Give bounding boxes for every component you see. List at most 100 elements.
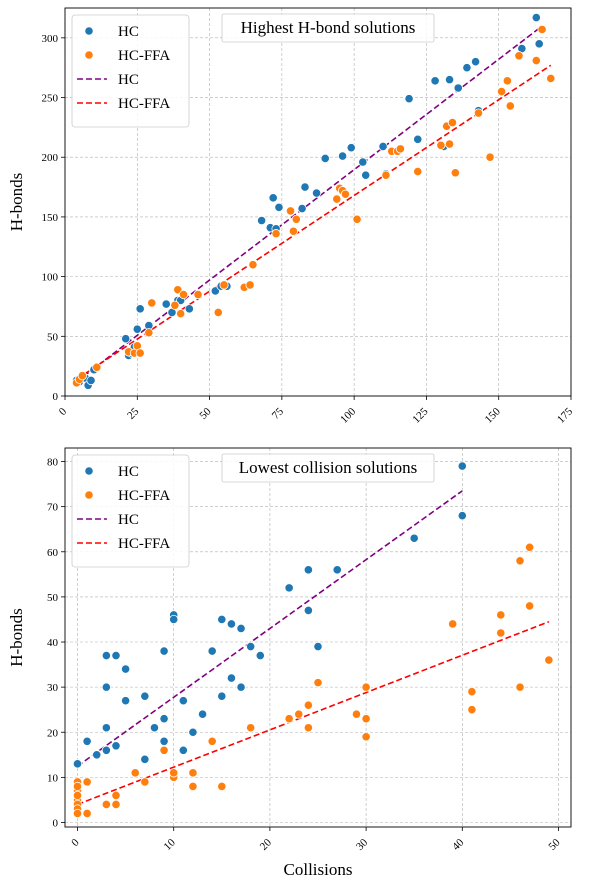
fit-line-hc [77,490,463,767]
data-point [236,682,246,692]
data-point [188,727,198,737]
data-point [303,605,313,616]
data-point [531,12,541,23]
data-point [159,646,169,656]
plot-frame [64,447,572,828]
data-point [226,619,237,629]
data-point [140,691,150,701]
data-point [297,203,307,214]
data-point [409,533,419,543]
data-point [430,76,440,86]
chart-title: Lowest collision solutions [239,458,418,477]
plot-frame [64,7,572,397]
data-point [462,63,472,73]
data-point [313,678,323,688]
data-point [288,226,299,236]
data-point [159,714,169,724]
fit-line-hc-ffa [77,620,550,806]
x-tick-label: 0 [57,405,70,418]
data-point [121,334,131,344]
legend-label: HC-FFA [118,488,170,504]
data-point [467,687,477,697]
y-tick-label: 300 [42,33,59,45]
data-point [101,650,111,661]
data-point [332,565,342,575]
y-tick-label: 50 [47,331,59,343]
data-point [72,759,83,769]
data-point [351,709,362,719]
data-point [457,511,467,521]
data-point [271,229,281,239]
data-point [453,83,463,93]
data-point [248,260,258,270]
data-point [111,650,121,661]
data-point [159,745,169,755]
data-point [140,777,150,787]
data-point [178,289,189,300]
legend-label: HC [118,464,139,480]
data-point [525,542,535,552]
data-point [72,808,83,819]
data-point [381,170,391,180]
data-point [135,348,145,358]
data-point [352,214,362,224]
legend-marker [84,490,94,500]
y-tick-label: 70 [47,502,59,514]
data-point [340,189,351,199]
data-point [101,682,111,692]
data-point [291,214,301,224]
x-tick-label: 20 [258,836,275,853]
data-point [213,307,223,318]
chart-title-box [221,453,435,483]
y-tick-label: 60 [47,547,59,559]
data-point [332,194,342,204]
data-point [121,664,131,674]
chart-title-box [221,13,435,43]
x-tick-label: 40 [450,836,467,853]
data-point [457,461,467,471]
legend-marker [84,50,94,60]
data-point [337,151,348,161]
data-point [413,134,423,144]
data-point [497,86,507,97]
data-point [92,362,102,372]
data-point [132,324,142,334]
data-point [467,705,477,715]
data-point [130,768,140,778]
legend: HC HC-FFA HC HC-FFA [71,14,190,128]
data-point [135,304,145,314]
data-point [169,614,179,625]
data-point [413,166,423,177]
y-axis-label: H-bonds [7,608,26,667]
data-point [140,754,150,764]
data-point [284,583,294,593]
data-point [101,799,111,810]
y-tick-label: 200 [42,152,59,164]
data-point [101,745,111,755]
data-point [450,168,460,178]
data-point [544,655,554,665]
legend: HC HC-FFA HC HC-FFA [71,454,190,568]
data-point [300,182,310,192]
data-point [72,781,83,791]
legend-label: HC-FFA [118,96,170,112]
legend-label: HC [118,24,139,40]
data-point [176,309,186,319]
data-point [546,73,556,84]
data-point [303,700,313,710]
data-point [193,289,203,300]
y-tick-label: 10 [47,772,59,784]
data-point [320,153,330,164]
data-point [169,768,179,778]
data-point [537,24,547,35]
data-point [178,745,188,755]
data-point [515,682,525,692]
series-hc-ffa [71,24,556,388]
data-point [470,57,481,67]
data-point [217,781,227,791]
data-point [255,650,265,661]
data-point [444,139,455,149]
x-axis-label: Collisions [284,860,353,879]
x-tick-label: 175 [555,405,576,426]
legend-label: HC-FFA [118,536,170,552]
